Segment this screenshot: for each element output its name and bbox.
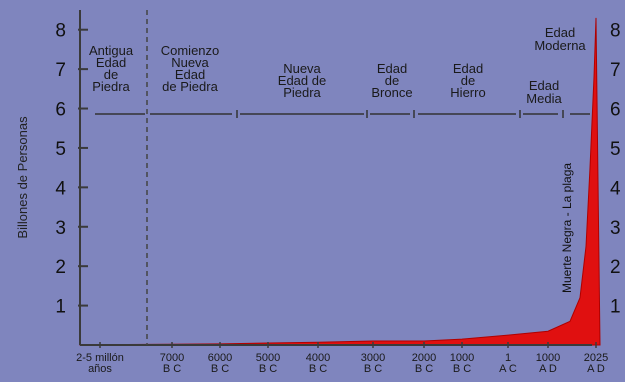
era-label: Piedra: [92, 79, 130, 94]
y-tick-label-right: 3: [610, 218, 621, 239]
population-area: [79, 17, 601, 346]
era-label: Edad: [377, 61, 407, 76]
x-tick-label: A D: [539, 363, 557, 375]
x-tick-label: 6000: [208, 352, 232, 364]
x-tick-label: A C: [499, 363, 517, 375]
era-label: de Piedra: [162, 79, 218, 94]
x-tick-label: 5000: [256, 352, 280, 364]
era-label: Nueva: [283, 61, 321, 76]
x-tick-label: B C: [259, 363, 277, 375]
era-label: Nueva: [171, 55, 209, 70]
x-tick-label: 4000: [306, 352, 330, 364]
era-label: de: [385, 73, 399, 88]
x-tick-label: 2-5 millón: [76, 352, 124, 364]
era-label: Comienzo: [161, 43, 220, 58]
era-label: Hierro: [450, 85, 485, 100]
x-tick-label: B C: [415, 363, 433, 375]
x-tick-label: 2000: [412, 352, 436, 364]
x-tick-label: 3000: [361, 352, 385, 364]
era-label: de: [461, 73, 475, 88]
y-tick-label-left: 2: [55, 257, 66, 278]
x-tick-label: 1000: [450, 352, 474, 364]
y-tick-label-left: 8: [55, 21, 66, 42]
era-label: Edad: [453, 61, 483, 76]
y-tick-label-right: 1: [610, 297, 621, 318]
era-label: Edad: [529, 78, 559, 93]
x-tick-label: B C: [309, 363, 327, 375]
y-tick-label-right: 2: [610, 257, 621, 278]
era-label: Edad de: [278, 73, 326, 88]
era-label: Edad: [96, 55, 126, 70]
y-tick-label-left: 4: [55, 178, 66, 199]
y-tick-label-right: 5: [610, 139, 621, 160]
x-tick-label: B C: [364, 363, 382, 375]
era-label: Edad: [175, 67, 205, 82]
y-tick-label-left: 7: [55, 60, 66, 81]
y-tick-label-left: 6: [55, 100, 66, 121]
x-tick-label: 1: [505, 352, 511, 364]
era-label: Antigua: [89, 43, 134, 58]
y-tick-label-right: 7: [610, 60, 621, 81]
y-tick-label-left: 3: [55, 218, 66, 239]
black-death-annotation: Muerte Negra - La plaga: [560, 163, 574, 293]
x-tick-label: A D: [587, 363, 605, 375]
era-label: de: [104, 67, 118, 82]
x-tick-label: B C: [163, 363, 181, 375]
era-label: Edad: [545, 25, 575, 40]
y-tick-label-left: 1: [55, 297, 66, 318]
x-tick-label: 2025: [584, 352, 608, 364]
x-tick-label: años: [88, 363, 112, 375]
era-label: Piedra: [283, 85, 321, 100]
era-label: Bronce: [371, 85, 412, 100]
y-tick-label-right: 6: [610, 100, 621, 121]
x-tick-label: B C: [453, 363, 471, 375]
y-tick-label-right: 4: [610, 178, 621, 199]
x-tick-label: 1000: [536, 352, 560, 364]
era-label: Media: [526, 91, 562, 106]
x-tick-label: B C: [211, 363, 229, 375]
y-tick-label-left: 5: [55, 139, 66, 160]
y-tick-label-right: 8: [610, 21, 621, 42]
x-tick-label: 7000: [160, 352, 184, 364]
era-label: Moderna: [534, 38, 586, 53]
y-axis-label: Billones de Personas: [15, 116, 30, 239]
